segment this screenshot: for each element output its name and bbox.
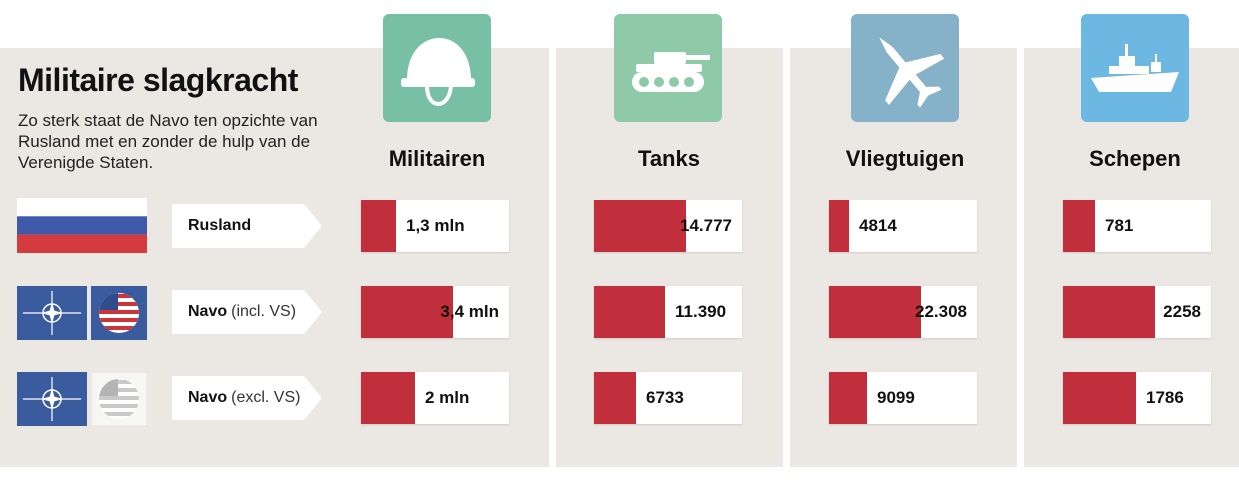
row-label-name: Navo [188, 303, 228, 320]
bar [1063, 372, 1136, 424]
bar-value-label: 781 [1105, 216, 1134, 235]
bar [361, 286, 453, 338]
fighter-jet-icon [851, 14, 959, 122]
bar [594, 200, 686, 252]
bar-value-label: 6733 [646, 388, 684, 407]
column-header-schepen: Schepen [1089, 146, 1181, 171]
row-label-name: Rusland [188, 217, 252, 234]
nato-flag-icon [17, 286, 87, 340]
bar-box: 9099 [829, 372, 977, 424]
bar-value-label: 9099 [877, 388, 915, 407]
bar-box: 22.308 [829, 286, 977, 338]
bar-value-label: 1,3 mln [406, 216, 465, 235]
bar-box: 2258 [1063, 286, 1211, 338]
nato-flag-icon [17, 372, 87, 426]
bar [829, 372, 867, 424]
bar [361, 372, 415, 424]
usa-flag-faded-icon [90, 371, 148, 427]
row-label-name: Navo [188, 389, 228, 406]
row-label-note: (incl. VS) [231, 303, 297, 320]
bar-value-label: 4814 [859, 216, 897, 235]
bar [1063, 286, 1155, 338]
tank-icon [614, 14, 722, 122]
russia-flag-icon [17, 198, 147, 253]
bar-box: 1786 [1063, 372, 1211, 424]
bar-box: 6733 [594, 372, 742, 424]
bar-box: 781 [1063, 200, 1211, 252]
bar-box: 4814 [829, 200, 977, 252]
helmet-icon [383, 14, 491, 122]
row-label-rusland: Rusland [172, 204, 322, 248]
bar-box: 11.390 [594, 286, 742, 338]
bar-value-label: 14.777 [680, 216, 732, 235]
chart-subtitle: Zo sterk staat de Navo ten opzichte van … [18, 111, 318, 172]
column-header-militairen: Militairen [388, 146, 486, 171]
bar [361, 200, 396, 252]
row-label-navo-incl: Navo (incl. VS) [172, 290, 322, 334]
column-header-vliegtuigen: Vliegtuigen [845, 146, 965, 171]
bar-value-label: 3,4 mln [440, 302, 499, 321]
bar-value-label: 11.390 [675, 302, 727, 321]
bar-box: 3,4 mln [361, 286, 509, 338]
bar [829, 286, 921, 338]
row-label-note: (excl. VS) [231, 389, 301, 406]
bar-box: 1,3 mln [361, 200, 509, 252]
bar-value-label: 2 mln [425, 388, 470, 407]
bar-value-label: 22.308 [915, 302, 967, 321]
chart-title: Militaire slagkracht [18, 62, 298, 98]
bar-box: 14.777 [594, 200, 742, 252]
column-header-tanks: Tanks [638, 146, 700, 171]
bar-value-label: 2258 [1163, 302, 1201, 321]
usa-flag-icon [91, 286, 147, 340]
row-label-navo-excl: Navo (excl. VS) [172, 376, 322, 420]
bar [829, 200, 849, 252]
bar-value-label: 1786 [1146, 388, 1184, 407]
bar [594, 286, 665, 338]
ship-icon [1081, 14, 1189, 122]
bar [1063, 200, 1095, 252]
bar [594, 372, 636, 424]
bar-box: 2 mln [361, 372, 509, 424]
